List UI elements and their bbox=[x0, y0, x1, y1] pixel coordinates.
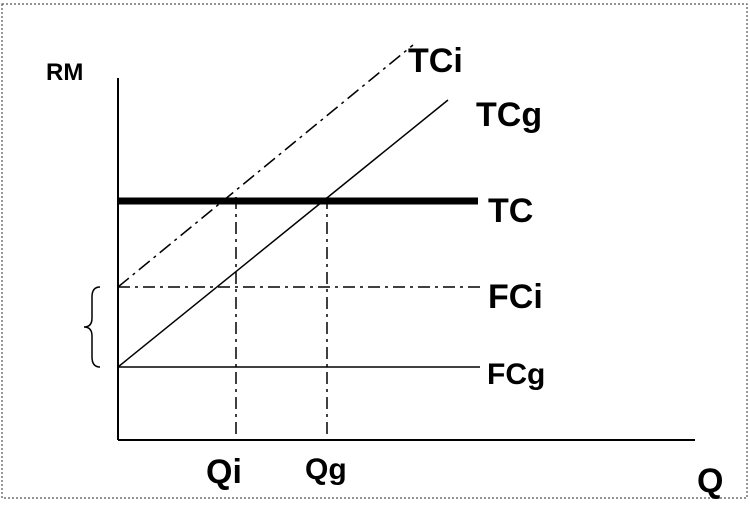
qg-label: Qg bbox=[305, 453, 347, 486]
fixed-cost-difference-brace bbox=[83, 286, 101, 368]
outer-dotted-frame bbox=[1, 3, 748, 499]
fcg-label: FCg bbox=[487, 358, 545, 391]
tcg-label: TCg bbox=[476, 96, 542, 134]
fci-label: FCi bbox=[488, 278, 543, 316]
tci-label: TCi bbox=[408, 42, 463, 80]
qi-label: Qi bbox=[206, 453, 242, 491]
tcg-line bbox=[117, 99, 449, 368]
tci-line bbox=[117, 44, 414, 288]
y-axis-label: RM bbox=[46, 59, 83, 86]
x-axis-label: Q bbox=[697, 462, 723, 500]
tc-label: TC bbox=[488, 192, 533, 230]
